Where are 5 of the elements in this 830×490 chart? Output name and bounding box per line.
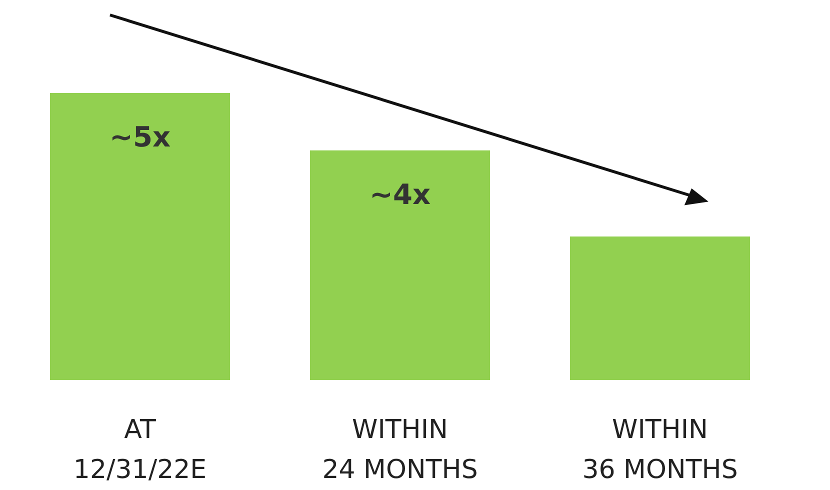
x-tick-label: WITHIN 24 MONTHS [322,415,478,485]
data-label: ~5x [109,120,171,154]
x-tick-label: AT 12/31/22E [73,415,207,485]
data-label: ~4x [369,178,431,211]
x-tick-label: WITHIN 36 MONTHS [582,415,738,485]
